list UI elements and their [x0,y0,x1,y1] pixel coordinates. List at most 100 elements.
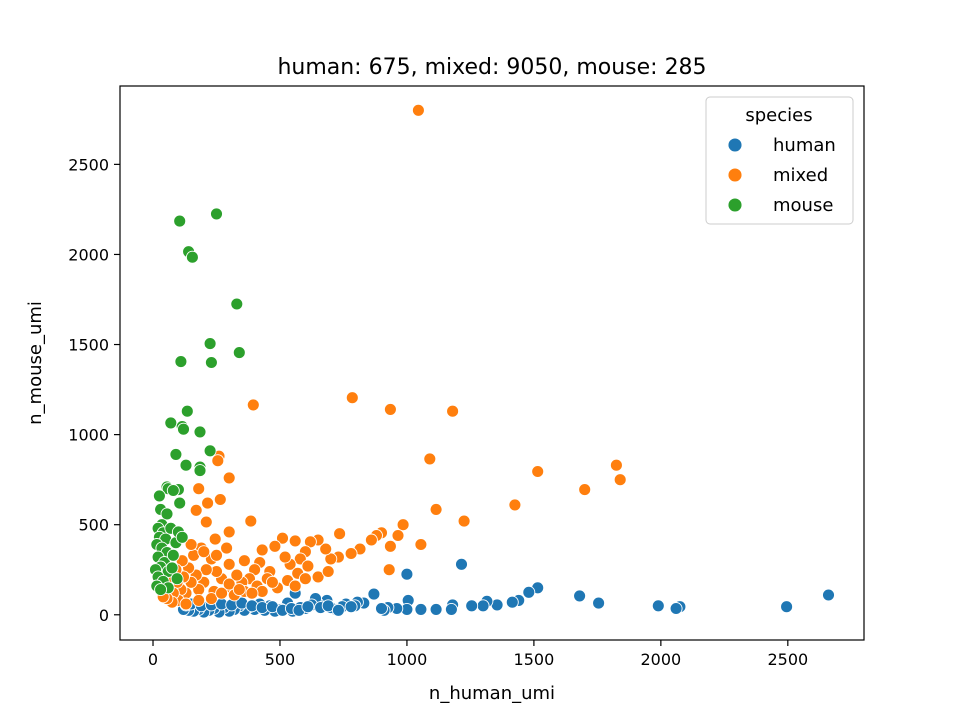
point-mixed [578,483,592,497]
point-mouse [166,548,180,562]
point-mixed [201,496,215,510]
point-mixed [189,503,203,517]
point-mouse [204,356,218,369]
point-mixed [301,559,315,573]
point-human [455,557,468,571]
x-tick-label: 500 [265,650,296,669]
point-mixed [414,538,428,551]
point-mixed [382,563,396,577]
point-mouse [170,572,184,586]
point-human [651,599,665,613]
point-mouse [174,355,188,369]
y-tick-label: 2500 [68,155,109,174]
point-human [414,602,428,616]
legend-marker-mouse [727,197,743,213]
point-mixed [244,514,258,528]
point-mixed [197,545,211,559]
point-human [822,588,835,602]
point-human [669,602,683,615]
point-mixed [268,539,282,553]
point-mouse [203,444,217,458]
point-mixed [423,452,437,466]
point-mouse [177,422,190,436]
point-mixed [222,525,236,539]
legend-box [705,96,854,225]
point-mixed [246,398,260,412]
x-axis-label: n_human_umi [429,683,555,704]
legend-label-mixed: mixed [773,165,828,186]
point-mixed [344,547,358,560]
point-mixed [278,550,292,564]
x-axis: 0 500 1000 1500 2000 2500 [148,640,808,669]
point-mixed [184,538,198,551]
point-mixed [276,531,289,545]
point-mixed [220,541,234,555]
point-mixed [255,543,269,557]
point-mixed [345,391,359,405]
point-mouse [154,583,168,597]
point-mixed [204,592,218,606]
y-tick-label: 1500 [68,336,109,355]
point-mixed [531,465,545,478]
plot-frame [119,85,865,641]
point-human [400,567,414,581]
x-tick-label: 1000 [387,650,428,669]
point-mixed [288,534,302,548]
point-human [367,587,381,601]
x-tick-label: 1500 [514,650,555,669]
point-mixed [208,532,222,546]
point-mixed [222,577,236,591]
legend-label-human: human [773,135,836,156]
point-mixed [364,533,378,547]
point-mouse [173,214,187,228]
point-mixed [192,482,206,496]
point-mixed [222,557,236,571]
point-mixed [311,570,325,584]
point-human [375,602,388,615]
point-mixed [199,563,213,577]
legend-title: species [745,105,812,126]
point-mouse [179,458,193,472]
point-mixed [265,575,279,589]
point-mixed [179,597,193,611]
point-mixed [429,502,443,516]
point-mouse [185,250,199,264]
legend-marker-human [727,137,743,153]
point-mouse [203,337,217,351]
point-human [465,599,479,613]
y-axis-label: n_mouse_umi [25,301,46,425]
point-mixed [391,529,405,542]
legend-label-mouse: mouse [773,195,833,216]
point-human [429,602,443,616]
x-tick-label: 0 [148,650,158,669]
point-mixed [215,586,229,600]
point-mouse [180,404,194,418]
y-axis: 0 500 1000 1500 2000 2500 [68,155,120,625]
point-mouse [164,416,178,430]
x-tick-label: 2500 [767,650,808,669]
point-mixed [333,527,347,541]
point-mixed [298,572,312,586]
series-mouse [149,207,246,597]
point-mixed [609,458,623,472]
series-human [177,557,835,619]
y-tick-label: 500 [78,516,109,535]
point-human [592,596,606,610]
point-mixed [411,103,425,117]
point-mouse [232,346,246,360]
point-human [505,595,519,609]
legend-entries: human mixed mouse [727,135,836,216]
point-mouse [173,496,187,510]
point-mixed [446,404,460,418]
chart-title: human: 675, mixed: 9050, mouse: 285 [277,55,706,80]
point-mixed [237,554,251,568]
point-mouse [193,425,207,439]
point-human [522,585,536,599]
point-mouse [230,297,244,311]
point-human [301,600,315,614]
point-mouse [152,489,166,503]
series-mixed [156,103,627,611]
points-layer [149,103,835,619]
point-human [476,599,490,613]
